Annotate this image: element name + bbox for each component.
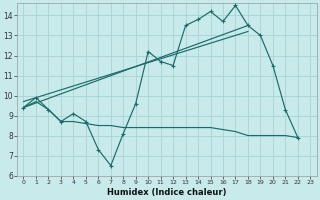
X-axis label: Humidex (Indice chaleur): Humidex (Indice chaleur) bbox=[107, 188, 227, 197]
